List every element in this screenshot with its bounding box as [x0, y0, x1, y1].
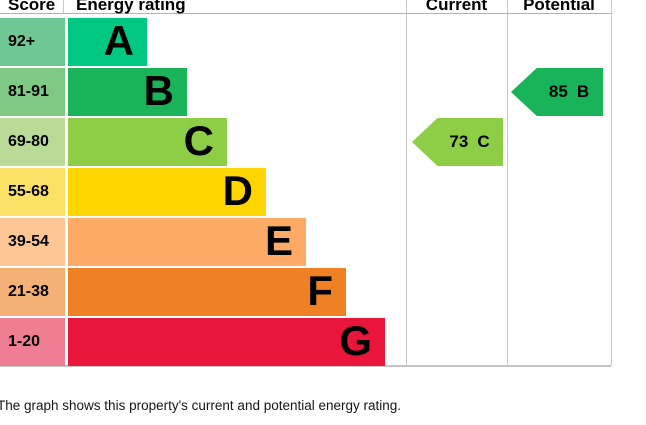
band-row-g: 1-20 G — [0, 318, 646, 366]
rating-bar-g: G — [68, 318, 385, 366]
band-row-f: 21-38 F — [0, 268, 646, 316]
grid-line-current-potential — [507, 0, 508, 366]
score-range-cell: 81-91 — [0, 68, 65, 116]
rating-bar-a: A — [68, 18, 147, 66]
score-range-label: 55-68 — [8, 183, 49, 200]
grid-line-score-divider — [63, 0, 64, 13]
band-row-d: 55-68 D — [0, 168, 646, 216]
band-row-a: 92+ A — [0, 18, 646, 66]
score-range-cell: 1-20 — [0, 318, 65, 366]
score-range-label: 92+ — [8, 33, 36, 50]
score-range-label: 39-54 — [8, 233, 49, 250]
rating-bar-d: D — [68, 168, 266, 216]
current-band-letter: C — [477, 132, 490, 151]
score-range-label: 69-80 — [8, 133, 49, 150]
chart-caption: The graph shows this property's current … — [0, 398, 402, 413]
header-score-label: Score — [8, 0, 56, 14]
header-energy-rating-label: Energy rating — [76, 0, 186, 14]
score-range-cell: 69-80 — [0, 118, 65, 166]
band-letter-b: B — [143, 67, 174, 114]
header-potential-label: Potential — [523, 0, 595, 14]
band-letter-d: D — [222, 167, 253, 214]
rating-bar-e: E — [68, 218, 306, 266]
header-underline — [0, 13, 611, 14]
band-letter-e: E — [264, 217, 293, 264]
rating-bar-c: C — [68, 118, 227, 166]
score-range-cell: 55-68 — [0, 168, 65, 216]
band-row-c: 69-80 C — [0, 118, 646, 166]
band-row-b: 81-91 B — [0, 68, 646, 116]
score-range-label: 81-91 — [8, 83, 49, 100]
band-letter-c: C — [183, 117, 214, 164]
grid-line-right-edge — [611, 0, 612, 366]
band-letter-a: A — [103, 17, 134, 64]
band-letter-f: F — [307, 267, 333, 314]
potential-score-value: 85 — [548, 82, 568, 101]
score-range-label: 1-20 — [8, 333, 41, 350]
grid-line-chart-current — [406, 0, 407, 366]
header-current-label: Current — [425, 0, 488, 14]
table-bottom-border — [0, 365, 611, 367]
rating-bar-f: F — [68, 268, 346, 316]
current-score-value: 73 — [449, 132, 469, 151]
band-row-e: 39-54 E — [0, 218, 646, 266]
potential-band-letter: B — [576, 82, 590, 101]
score-range-cell: 39-54 — [0, 218, 65, 266]
score-range-label: 21-38 — [8, 283, 49, 300]
score-range-cell: 21-38 — [0, 268, 65, 316]
band-letter-g: G — [339, 317, 372, 364]
score-range-cell: 92+ — [0, 18, 65, 66]
rating-bar-b: B — [68, 68, 187, 116]
